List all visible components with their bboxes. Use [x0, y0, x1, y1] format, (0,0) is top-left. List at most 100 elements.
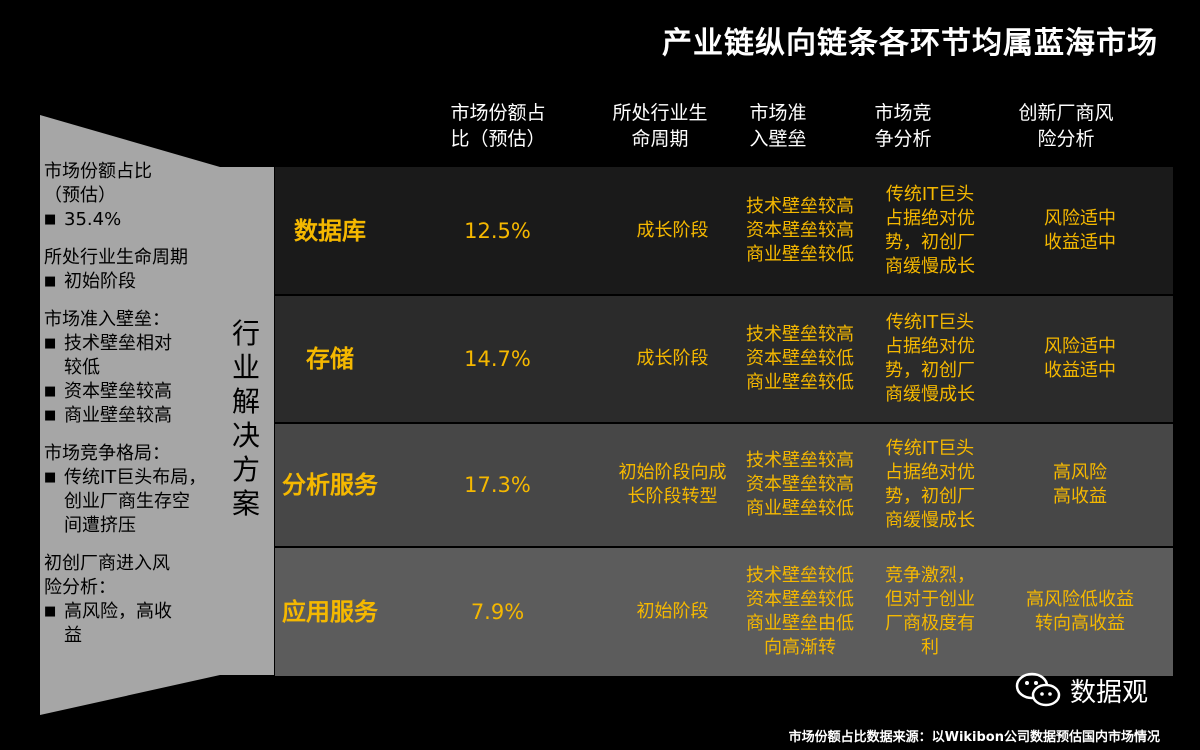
- text-line: 收益适中: [1044, 360, 1116, 381]
- summary-group: 所处行业生命周期 ■ 初始阶段: [44, 246, 224, 294]
- text-line: 行: [231, 317, 260, 350]
- cell-text: 风险适中 收益适中: [1044, 335, 1116, 383]
- cell-barrier: 技术壁垒较高 资本壁垒较高 商业壁垒较低: [730, 167, 870, 294]
- table-row: 分析服务 17.3% 初始阶段向成 长阶段转型 技术壁垒较高 资本壁垒较高 商业壁垒较低 传统…: [275, 424, 1173, 546]
- bullet-square-icon: ■: [44, 212, 57, 227]
- text-line: 比（预估）: [450, 128, 546, 150]
- text-line: 商业壁垒较低: [746, 498, 854, 519]
- summary-bullet: ■ 传统IT巨头布局， 创业厂商生存空 间遭挤压: [44, 466, 224, 538]
- summary-bullet: ■ 资本壁垒较高: [44, 380, 224, 404]
- text-line: 占据绝对优: [885, 336, 975, 357]
- summary-heading: 所处行业生命周期: [44, 246, 224, 270]
- cell-share: 7.9%: [425, 548, 570, 676]
- text-line: 但对于创业: [885, 589, 975, 610]
- cell-name: 应用服务: [275, 548, 385, 676]
- text-line: 险分析: [1037, 128, 1095, 150]
- text-line: 命周期: [631, 128, 689, 150]
- cell-competition: 传统IT巨头 占据绝对优 势，初创厂 商缓慢成长: [870, 167, 990, 294]
- bullet-square-icon: ■: [44, 274, 57, 289]
- text-line: 方: [231, 453, 260, 486]
- cell-competition: 传统IT巨头 占据绝对优 势，初创厂 商缓慢成长: [870, 296, 990, 422]
- left-summary-text: 市场份额占比 （预估） ■ 35.4% 所处行业生命周期 ■ 初始阶段 市场准入壁垒： ■ 技术壁…: [44, 160, 224, 662]
- cell-text: 初始阶段: [637, 600, 709, 624]
- text-line: 市场准入壁垒：: [44, 309, 170, 330]
- bullet-square-icon: ■: [44, 604, 57, 619]
- text-line: 商缓慢成长: [885, 510, 975, 531]
- footnote: 市场份额占比数据来源：以Wikibon公司数据预估国内市场情况: [788, 730, 1160, 745]
- cell-name: 数据库: [275, 167, 385, 294]
- summary-bullet: ■ 高风险，高收益: [44, 600, 224, 648]
- text-line: 创新厂商风: [1018, 102, 1114, 124]
- text-line: 成长阶段: [636, 219, 709, 241]
- bullet-text: 高风险，高收益: [64, 600, 172, 648]
- text-line: 市场竞争格局：: [44, 443, 170, 464]
- text-line: 商缓慢成长: [885, 384, 975, 405]
- cell-text: 成长阶段: [637, 347, 709, 371]
- cell-barrier: 技术壁垒较高 资本壁垒较高 商业壁垒较低: [730, 424, 870, 546]
- text-line: 较低: [64, 357, 100, 378]
- summary-heading: 市场准入壁垒：: [44, 308, 224, 332]
- cell-lifecycle: 成长阶段: [590, 296, 755, 422]
- cell-text: 分析服务: [282, 471, 378, 499]
- text-line: 市场竞: [874, 102, 932, 124]
- text-line: 市场准: [749, 102, 807, 124]
- summary-group: 初创厂商进入风 险分析： ■ 高风险，高收益: [44, 552, 224, 648]
- cell-text: 技术壁垒较高 资本壁垒较高 商业壁垒较低: [746, 449, 854, 521]
- text-line: 创业厂商生存空: [64, 491, 190, 512]
- text-line: 初始阶段: [636, 601, 709, 622]
- bullet-text: 资本壁垒较高: [64, 380, 172, 404]
- text-line: 商业壁垒较低: [746, 372, 854, 393]
- text-line: 险分析：: [44, 577, 116, 598]
- text-line: 传统IT巨头: [885, 438, 975, 459]
- text-line: 厂商极度有: [885, 613, 975, 634]
- summary-heading: 市场竞争格局：: [44, 442, 224, 466]
- summary-bullet: ■ 商业壁垒较高: [44, 404, 224, 428]
- text-line: 利: [921, 637, 939, 658]
- cell-text: 12.5%: [464, 218, 531, 243]
- cell-text: 成长阶段: [637, 219, 709, 243]
- cell-text: 风险适中 收益适中: [1044, 207, 1116, 255]
- text-line: 资本壁垒较低: [746, 348, 854, 369]
- text-line: 向高渐转: [764, 637, 836, 658]
- text-line: 案: [231, 487, 260, 520]
- text-line: 业: [231, 351, 260, 384]
- text-line: 势，初创厂: [885, 486, 975, 507]
- cell-text: 7.9%: [470, 600, 525, 624]
- vertical-tab: 行业解决方案: [218, 167, 274, 675]
- summary-bullet: ■ 初始阶段: [44, 270, 224, 294]
- cell-barrier: 技术壁垒较低 资本壁垒较低 商业壁垒由低 向高渐转: [730, 548, 870, 676]
- text-line: 势，初创厂: [885, 360, 975, 381]
- cell-text: 数据库: [294, 216, 366, 245]
- text-line: 传统IT巨头布局，: [64, 467, 207, 488]
- cell-text: 传统IT巨头 占据绝对优 势，初创厂 商缓慢成长: [885, 311, 975, 407]
- bullet-square-icon: ■: [44, 336, 57, 351]
- text-line: 技术壁垒较低: [746, 565, 854, 586]
- panel-shape: [40, 115, 220, 715]
- watermark-text: 数据观: [1070, 677, 1149, 708]
- text-line: 市场份额占比: [44, 161, 152, 182]
- text-line: 入壁垒: [749, 128, 807, 150]
- cell-text: 传统IT巨头 占据绝对优 势，初创厂 商缓慢成长: [885, 437, 975, 533]
- text-line: 成长阶段: [636, 348, 709, 369]
- cell-text: 高风险低收益 转向高收益: [1026, 588, 1134, 636]
- bullet-text: 商业壁垒较高: [64, 404, 172, 428]
- text-line: 35.4%: [64, 209, 122, 230]
- cell-barrier: 技术壁垒较高 资本壁垒较低 商业壁垒较低: [730, 296, 870, 422]
- cell-share: 17.3%: [425, 424, 570, 546]
- text-line: 转向高收益: [1035, 613, 1125, 634]
- cell-competition: 竞争激烈， 但对于创业厂商极度有利: [870, 548, 990, 676]
- text-line: 收益适中: [1044, 231, 1116, 253]
- text-line: 商业壁垒较低: [746, 243, 854, 265]
- cell-lifecycle: 初始阶段: [590, 548, 755, 676]
- table-row: 应用服务 7.9% 初始阶段 技术壁垒较低 资本壁垒较低 商业壁垒由低 向高渐转 竞争激烈， 但…: [275, 548, 1173, 676]
- summary-group: 市场份额占比 （预估） ■ 35.4%: [44, 160, 224, 232]
- text-line: 资本壁垒较低: [746, 589, 854, 610]
- cell-risk: 风险适中 收益适中: [995, 296, 1165, 422]
- cell-name: 分析服务: [275, 424, 385, 546]
- cell-text: 高风险 高收益: [1053, 461, 1107, 509]
- bullet-text: 技术壁垒相对 较低: [64, 332, 172, 380]
- text-line: 所处行业生命周期: [44, 247, 188, 268]
- column-header: 创新厂商风 险分析: [996, 100, 1136, 152]
- text-line: 竞争激烈，: [885, 565, 975, 586]
- cell-competition: 传统IT巨头 占据绝对优 势，初创厂 商缓慢成长: [870, 424, 990, 546]
